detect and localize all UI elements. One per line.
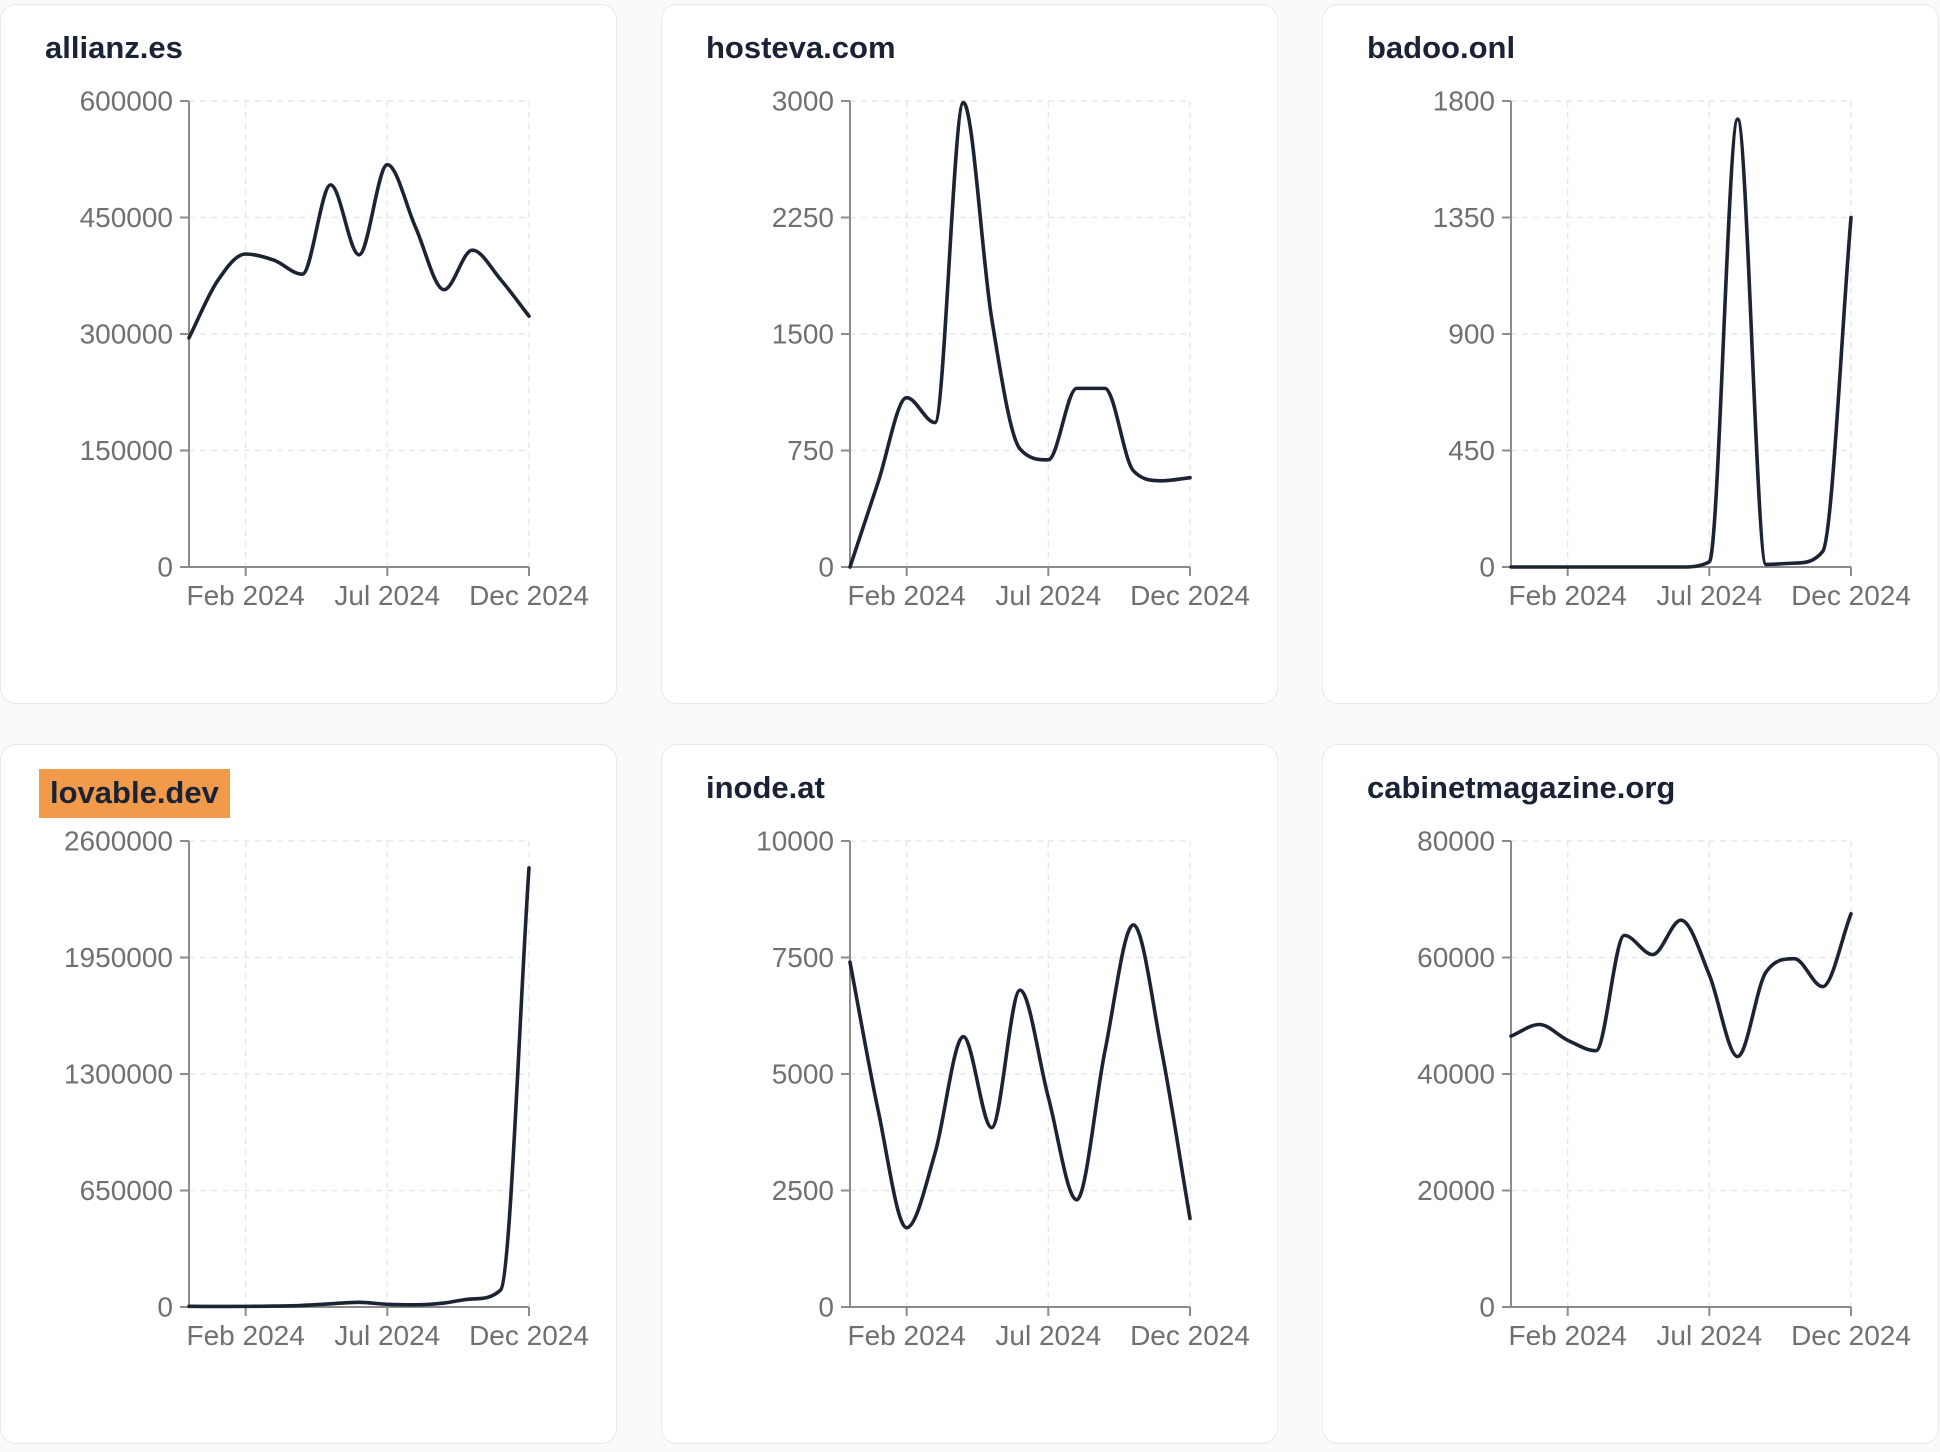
trend-line (187, 162, 531, 340)
trend-line (1509, 117, 1853, 569)
chart-card-cabinetmagazine: cabinetmagazine.org 0 20000 40000 60000 8000… (1322, 744, 1939, 1444)
chart-title-heading: cabinetmagazine.org (1367, 769, 1675, 808)
chart-title: cabinetmagazine.org (1367, 770, 1676, 805)
y-tick-label: 1800 (1433, 86, 1495, 117)
y-tick-label: 0 (157, 552, 173, 583)
chart-title-highlighted: lovable.dev (39, 769, 230, 818)
chart-title-heading: allianz.es (45, 29, 183, 68)
x-tick-label: Dec 2024 (469, 1320, 589, 1351)
y-tick-label: 900 (1448, 319, 1495, 350)
chart-title-heading: hosteva.com (706, 29, 896, 68)
y-tick-label: 0 (157, 1292, 173, 1323)
x-tick-label: Dec 2024 (1130, 580, 1250, 611)
chart-card-lovable: lovable.dev 0 650000 1300000 1950000 2600000… (0, 744, 617, 1444)
chart-title: badoo.onl (1367, 30, 1516, 65)
line-chart: 0 650000 1300000 1950000 2600000 Feb 2024 Jul … (64, 826, 589, 1352)
y-tick-label: 10000 (756, 826, 834, 857)
y-tick-label: 40000 (1417, 1059, 1495, 1090)
y-tick-label: 650000 (80, 1175, 173, 1206)
y-tick-label: 0 (818, 1292, 834, 1323)
trend-line (848, 100, 1192, 569)
y-tick-label: 2250 (772, 202, 834, 233)
line-chart: 0 2500 5000 7500 10000 Feb 2024 Jul 2024 Dec 20… (756, 826, 1250, 1352)
x-tick-label: Feb 2024 (1509, 1320, 1627, 1351)
x-tick-label: Jul 2024 (334, 580, 440, 611)
x-tick-label: Jul 2024 (1656, 1320, 1762, 1351)
line-chart: 0 150000 300000 450000 600000 Feb 2024 Jul 202… (80, 86, 589, 612)
chart-card-allianz: allianz.es 0 150000 300000 450000 600000 Feb … (0, 4, 617, 704)
y-tick-label: 1350 (1433, 202, 1495, 233)
y-tick-label: 150000 (80, 435, 173, 466)
y-tick-label: 80000 (1417, 826, 1495, 857)
y-tick-label: 5000 (772, 1059, 834, 1090)
y-tick-label: 3000 (772, 86, 834, 117)
x-tick-label: Dec 2024 (469, 580, 589, 611)
y-tick-label: 1300000 (64, 1059, 173, 1090)
y-tick-label: 450000 (80, 202, 173, 233)
x-tick-label: Dec 2024 (1791, 1320, 1911, 1351)
chart-title-heading: lovable.dev (39, 769, 230, 818)
line-chart: 0 20000 40000 60000 80000 Feb 2024 Jul 2024 Dec… (1417, 826, 1911, 1352)
y-tick-label: 60000 (1417, 942, 1495, 973)
x-tick-label: Jul 2024 (334, 1320, 440, 1351)
trend-line (848, 923, 1192, 1230)
y-tick-label: 750 (787, 435, 834, 466)
y-tick-label: 450 (1448, 435, 1495, 466)
trend-line (187, 866, 531, 1309)
x-tick-label: Feb 2024 (187, 580, 305, 611)
y-tick-label: 7500 (772, 942, 834, 973)
y-tick-label: 2600000 (64, 826, 173, 857)
chart-title: inode.at (706, 770, 825, 805)
chart-card-badoo: badoo.onl 0 450 900 1350 1800 Feb 2024 Jul 202… (1322, 4, 1939, 704)
x-tick-label: Dec 2024 (1130, 1320, 1250, 1351)
y-tick-label: 600000 (80, 86, 173, 117)
y-tick-label: 1500 (772, 319, 834, 350)
x-tick-label: Jul 2024 (995, 580, 1101, 611)
y-tick-label: 300000 (80, 319, 173, 350)
chart-card-hosteva: hosteva.com 0 750 1500 2250 3000 Feb 2024 Jul … (661, 4, 1278, 704)
y-tick-label: 0 (818, 552, 834, 583)
y-tick-label: 1950000 (64, 942, 173, 973)
chart-title-heading: inode.at (706, 769, 825, 808)
chart-title: hosteva.com (706, 30, 896, 65)
y-tick-label: 20000 (1417, 1175, 1495, 1206)
chart-title-heading: badoo.onl (1367, 29, 1515, 68)
x-tick-label: Feb 2024 (187, 1320, 305, 1351)
x-tick-label: Dec 2024 (1791, 580, 1911, 611)
x-tick-label: Feb 2024 (848, 1320, 966, 1351)
x-tick-label: Feb 2024 (848, 580, 966, 611)
x-tick-label: Feb 2024 (1509, 580, 1627, 611)
x-tick-label: Jul 2024 (1656, 580, 1762, 611)
chart-title: allianz.es (45, 30, 183, 65)
trend-line (1509, 912, 1853, 1059)
chart-card-inode: inode.at 0 2500 5000 7500 10000 Feb 2024 Jul 2… (661, 744, 1278, 1444)
y-tick-label: 0 (1479, 1292, 1495, 1323)
y-tick-label: 0 (1479, 552, 1495, 583)
y-tick-label: 2500 (772, 1175, 834, 1206)
line-chart: 0 750 1500 2250 3000 Feb 2024 Jul 2024 Dec 2024 (772, 86, 1250, 612)
x-tick-label: Jul 2024 (995, 1320, 1101, 1351)
line-chart: 0 450 900 1350 1800 Feb 2024 Jul 2024 Dec 2024 (1433, 86, 1911, 612)
